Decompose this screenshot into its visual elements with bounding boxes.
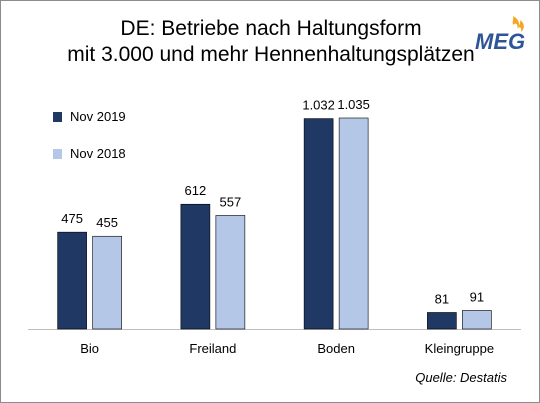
- bar-freiland-nov-2018: [215, 215, 246, 330]
- bar-bio-nov-2018: [92, 235, 122, 330]
- bar-boden-nov-2018: [338, 117, 369, 330]
- legend-label-nov-2019: Nov 2019: [70, 109, 126, 124]
- bar-boden-nov-2019: [303, 118, 334, 330]
- data-label-freiland-nov-2018: 557: [220, 194, 242, 209]
- source-note: Quelle: Destatis: [415, 370, 507, 385]
- data-label-bio-nov-2019: 475: [61, 211, 83, 226]
- category-label-boden: Boden: [317, 341, 355, 356]
- data-label-boden-nov-2018: 1.035: [337, 97, 370, 112]
- legend-label-nov-2018: Nov 2018: [70, 146, 126, 161]
- data-label-kleingruppe-nov-2019: 81: [435, 291, 449, 306]
- bar-bio-nov-2019: [57, 231, 87, 330]
- data-label-bio-nov-2018: 455: [96, 215, 118, 230]
- logo-text: MEG: [475, 29, 525, 54]
- category-label-freiland: Freiland: [189, 341, 236, 356]
- chart-title-line-2: mit 3.000 und mehr Hennenhaltungsplätzen: [67, 43, 475, 66]
- bar-kleingruppe-nov-2019: [427, 312, 457, 330]
- bar-freiland-nov-2019: [180, 203, 211, 330]
- data-label-boden-nov-2019: 1.032: [302, 98, 335, 113]
- category-label-bio: Bio: [80, 341, 99, 356]
- chart-title-line-1: DE: Betriebe nach Haltungsform: [120, 17, 422, 40]
- category-label-kleingruppe: Kleingruppe: [425, 341, 494, 356]
- legend-swatch-nov-2018: [53, 149, 62, 159]
- logo-flame-icon: [512, 16, 520, 29]
- legend-swatch-nov-2019: [53, 112, 62, 122]
- meg-logo: MEG: [475, 16, 525, 54]
- bar-kleingruppe-nov-2018: [462, 310, 492, 330]
- data-label-freiland-nov-2019: 612: [185, 183, 207, 198]
- data-label-kleingruppe-nov-2018: 91: [470, 289, 484, 304]
